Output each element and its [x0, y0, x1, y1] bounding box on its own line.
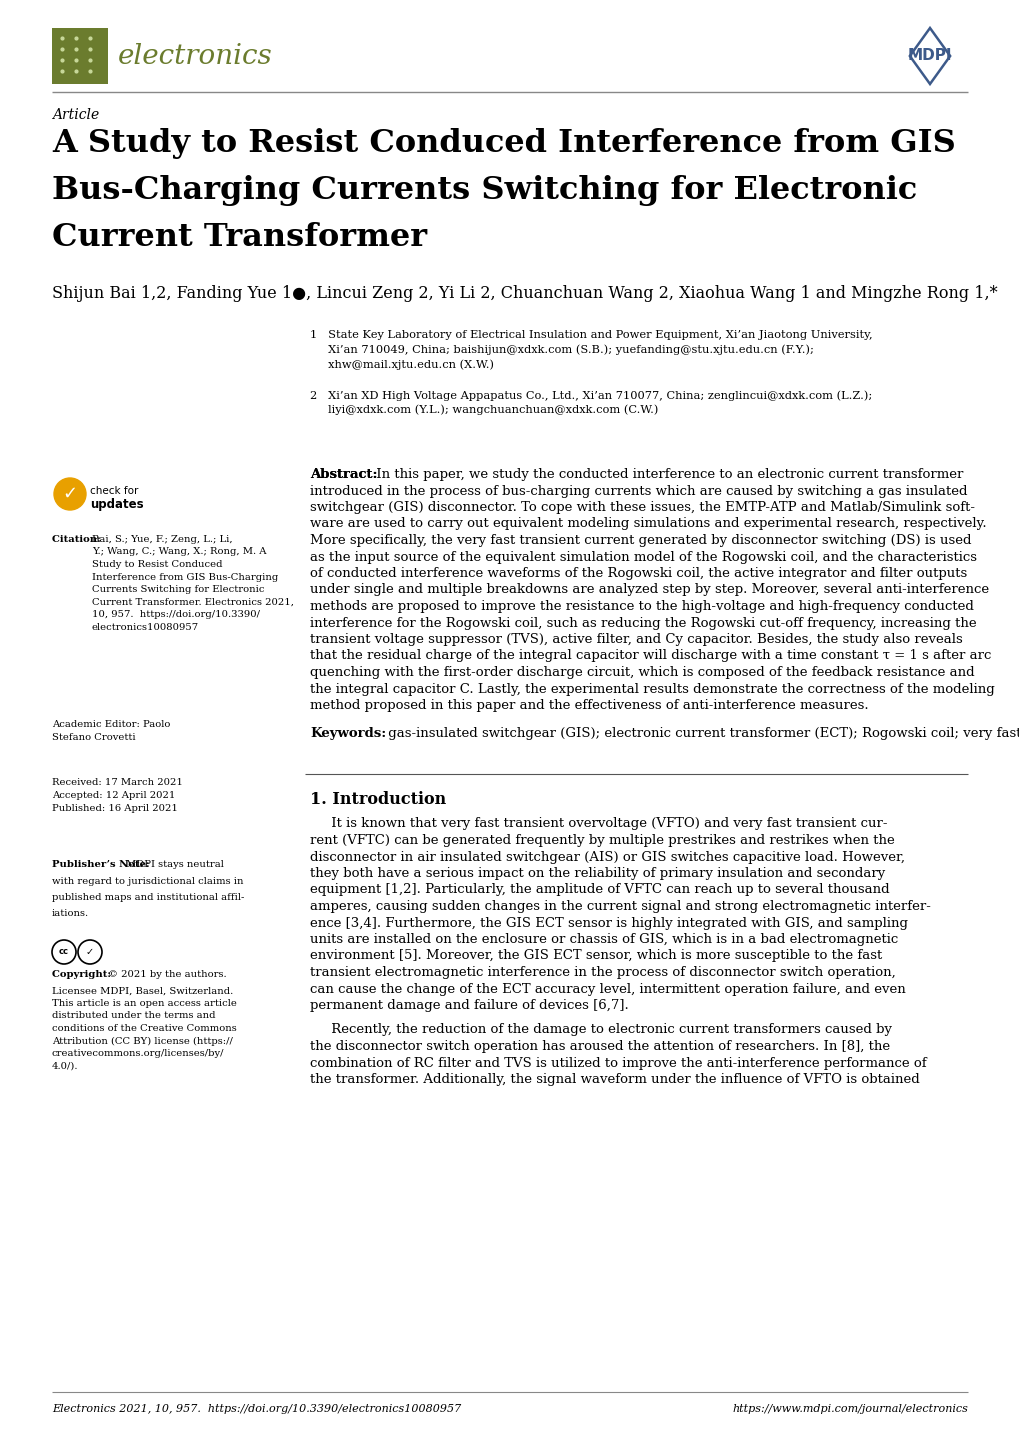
Text: 2   Xi’an XD High Voltage Appapatus Co., Ltd., Xi’an 710077, China; zenglincui@x: 2 Xi’an XD High Voltage Appapatus Co., L… — [310, 389, 871, 415]
Text: equipment [1,2]. Particularly, the amplitude of VFTC can reach up to several tho: equipment [1,2]. Particularly, the ampli… — [310, 884, 889, 897]
Text: ware are used to carry out equivalent modeling simulations and experimental rese: ware are used to carry out equivalent mo… — [310, 518, 985, 531]
Text: published maps and institutional affil-: published maps and institutional affil- — [52, 893, 245, 903]
Text: A Study to Resist Conduced Interference from GIS: A Study to Resist Conduced Interference … — [52, 128, 955, 159]
Text: ence [3,4]. Furthermore, the GIS ECT sensor is highly integrated with GIS, and s: ence [3,4]. Furthermore, the GIS ECT sen… — [310, 917, 907, 930]
Text: cc: cc — [59, 947, 69, 956]
Text: Abstract:: Abstract: — [310, 469, 377, 482]
Text: Current Transformer: Current Transformer — [52, 222, 427, 252]
Text: Citation:: Citation: — [52, 535, 104, 544]
Text: Received: 17 March 2021
Accepted: 12 April 2021
Published: 16 April 2021: Received: 17 March 2021 Accepted: 12 Apr… — [52, 779, 182, 813]
Text: units are installed on the enclosure or chassis of GIS, which is in a bad electr: units are installed on the enclosure or … — [310, 933, 898, 946]
Text: electronics: electronics — [118, 42, 272, 69]
Text: check for: check for — [90, 486, 139, 496]
Text: ✓: ✓ — [86, 947, 94, 957]
Text: they both have a serious impact on the reliability of primary insulation and sec: they both have a serious impact on the r… — [310, 867, 884, 880]
Text: In this paper, we study the conducted interference to an electronic current tran: In this paper, we study the conducted in… — [372, 469, 962, 482]
Text: Keywords:: Keywords: — [310, 728, 386, 741]
Text: Electronics 2021, 10, 957.  https://doi.org/10.3390/electronics10080957: Electronics 2021, 10, 957. https://doi.o… — [52, 1405, 461, 1415]
Text: the transformer. Additionally, the signal waveform under the influence of VFTO i: the transformer. Additionally, the signa… — [310, 1073, 919, 1086]
Text: of conducted interference waveforms of the Rogowski coil, the active integrator : of conducted interference waveforms of t… — [310, 567, 966, 580]
Text: switchgear (GIS) disconnector. To cope with these issues, the EMTP-ATP and Matla: switchgear (GIS) disconnector. To cope w… — [310, 500, 974, 513]
Text: Abstract:: Abstract: — [310, 469, 377, 482]
Text: Licensee MDPI, Basel, Switzerland.
This article is an open access article
distri: Licensee MDPI, Basel, Switzerland. This … — [52, 986, 236, 1071]
Text: gas-insulated switchgear (GIS); electronic current transformer (ECT); Rogowski c: gas-insulated switchgear (GIS); electron… — [383, 728, 1019, 741]
Text: iations.: iations. — [52, 910, 89, 919]
Text: It is known that very fast transient overvoltage (VFTO) and very fast transient : It is known that very fast transient ove… — [310, 818, 887, 831]
Text: method proposed in this paper and the effectiveness of anti-interference measure: method proposed in this paper and the ef… — [310, 699, 868, 712]
Text: Bai, S.; Yue, F.; Zeng, L.; Li,
Y.; Wang, C.; Wang, X.; Rong, M. A
Study to Resi: Bai, S.; Yue, F.; Zeng, L.; Li, Y.; Wang… — [92, 535, 293, 632]
Bar — [52, 27, 108, 84]
Text: transient voltage suppressor (TVS), active filter, and Cy capacitor. Besides, th: transient voltage suppressor (TVS), acti… — [310, 633, 962, 646]
Text: Shijun Bai 1,2, Fanding Yue 1●, Lincui Zeng 2, Yi Li 2, Chuanchuan Wang 2, Xiaoh: Shijun Bai 1,2, Fanding Yue 1●, Lincui Z… — [52, 286, 997, 301]
Circle shape — [77, 940, 102, 965]
Text: transient electromagnetic interference in the process of disconnector switch ope: transient electromagnetic interference i… — [310, 966, 895, 979]
Text: Copyright:: Copyright: — [52, 970, 114, 979]
Text: environment [5]. Moreover, the GIS ECT sensor, which is more susceptible to the : environment [5]. Moreover, the GIS ECT s… — [310, 949, 881, 962]
Circle shape — [54, 477, 86, 510]
Text: introduced in the process of bus-charging currents which are caused by switching: introduced in the process of bus-chargin… — [310, 485, 967, 497]
Text: quenching with the first-order discharge circuit, which is composed of the feedb: quenching with the first-order discharge… — [310, 666, 974, 679]
Text: Academic Editor: Paolo
Stefano Crovetti: Academic Editor: Paolo Stefano Crovetti — [52, 720, 170, 741]
Text: the integral capacitor C. Lastly, the experimental results demonstrate the corre: the integral capacitor C. Lastly, the ex… — [310, 682, 994, 695]
Text: disconnector in air insulated switchgear (AIS) or GIS switches capacitive load. : disconnector in air insulated switchgear… — [310, 851, 904, 864]
Text: permanent damage and failure of devices [6,7].: permanent damage and failure of devices … — [310, 999, 628, 1012]
Text: with regard to jurisdictional claims in: with regard to jurisdictional claims in — [52, 877, 244, 885]
Text: https://www.mdpi.com/journal/electronics: https://www.mdpi.com/journal/electronics — [732, 1405, 967, 1415]
Text: rent (VFTC) can be generated frequently by multiple prestrikes and restrikes whe: rent (VFTC) can be generated frequently … — [310, 833, 894, 846]
Text: interference for the Rogowski coil, such as reducing the Rogowski cut-off freque: interference for the Rogowski coil, such… — [310, 617, 975, 630]
Text: under single and multiple breakdowns are analyzed step by step. Moreover, severa: under single and multiple breakdowns are… — [310, 584, 988, 597]
Text: Article: Article — [52, 108, 99, 123]
Text: MDPI stays neutral: MDPI stays neutral — [126, 859, 223, 870]
Text: combination of RC filter and TVS is utilized to improve the anti-interference pe: combination of RC filter and TVS is util… — [310, 1057, 925, 1070]
Text: 1. Introduction: 1. Introduction — [310, 792, 446, 809]
Text: methods are proposed to improve the resistance to the high-voltage and high-freq: methods are proposed to improve the resi… — [310, 600, 973, 613]
Text: 1   State Key Laboratory of Electrical Insulation and Power Equipment, Xi’an Jia: 1 State Key Laboratory of Electrical Ins… — [310, 330, 872, 369]
Text: ✓: ✓ — [62, 485, 77, 503]
Text: Publisher’s Note:: Publisher’s Note: — [52, 859, 153, 870]
Text: that the residual charge of the integral capacitor will discharge with a time co: that the residual charge of the integral… — [310, 649, 990, 662]
Text: updates: updates — [90, 497, 144, 510]
Text: Bus-Charging Currents Switching for Electronic: Bus-Charging Currents Switching for Elec… — [52, 174, 916, 206]
Text: amperes, causing sudden changes in the current signal and strong electromagnetic: amperes, causing sudden changes in the c… — [310, 900, 930, 913]
Text: the disconnector switch operation has aroused the attention of researchers. In [: the disconnector switch operation has ar… — [310, 1040, 890, 1053]
Text: More specifically, the very fast transient current generated by disconnector swi: More specifically, the very fast transie… — [310, 534, 970, 547]
Text: can cause the change of the ECT accuracy level, intermittent operation failure, : can cause the change of the ECT accuracy… — [310, 982, 905, 995]
Circle shape — [52, 940, 76, 965]
Text: as the input source of the equivalent simulation model of the Rogowski coil, and: as the input source of the equivalent si… — [310, 551, 976, 564]
Text: MDPI: MDPI — [907, 49, 952, 63]
Text: © 2021 by the authors.: © 2021 by the authors. — [108, 970, 226, 979]
Text: Recently, the reduction of the damage to electronic current transformers caused : Recently, the reduction of the damage to… — [310, 1024, 892, 1037]
